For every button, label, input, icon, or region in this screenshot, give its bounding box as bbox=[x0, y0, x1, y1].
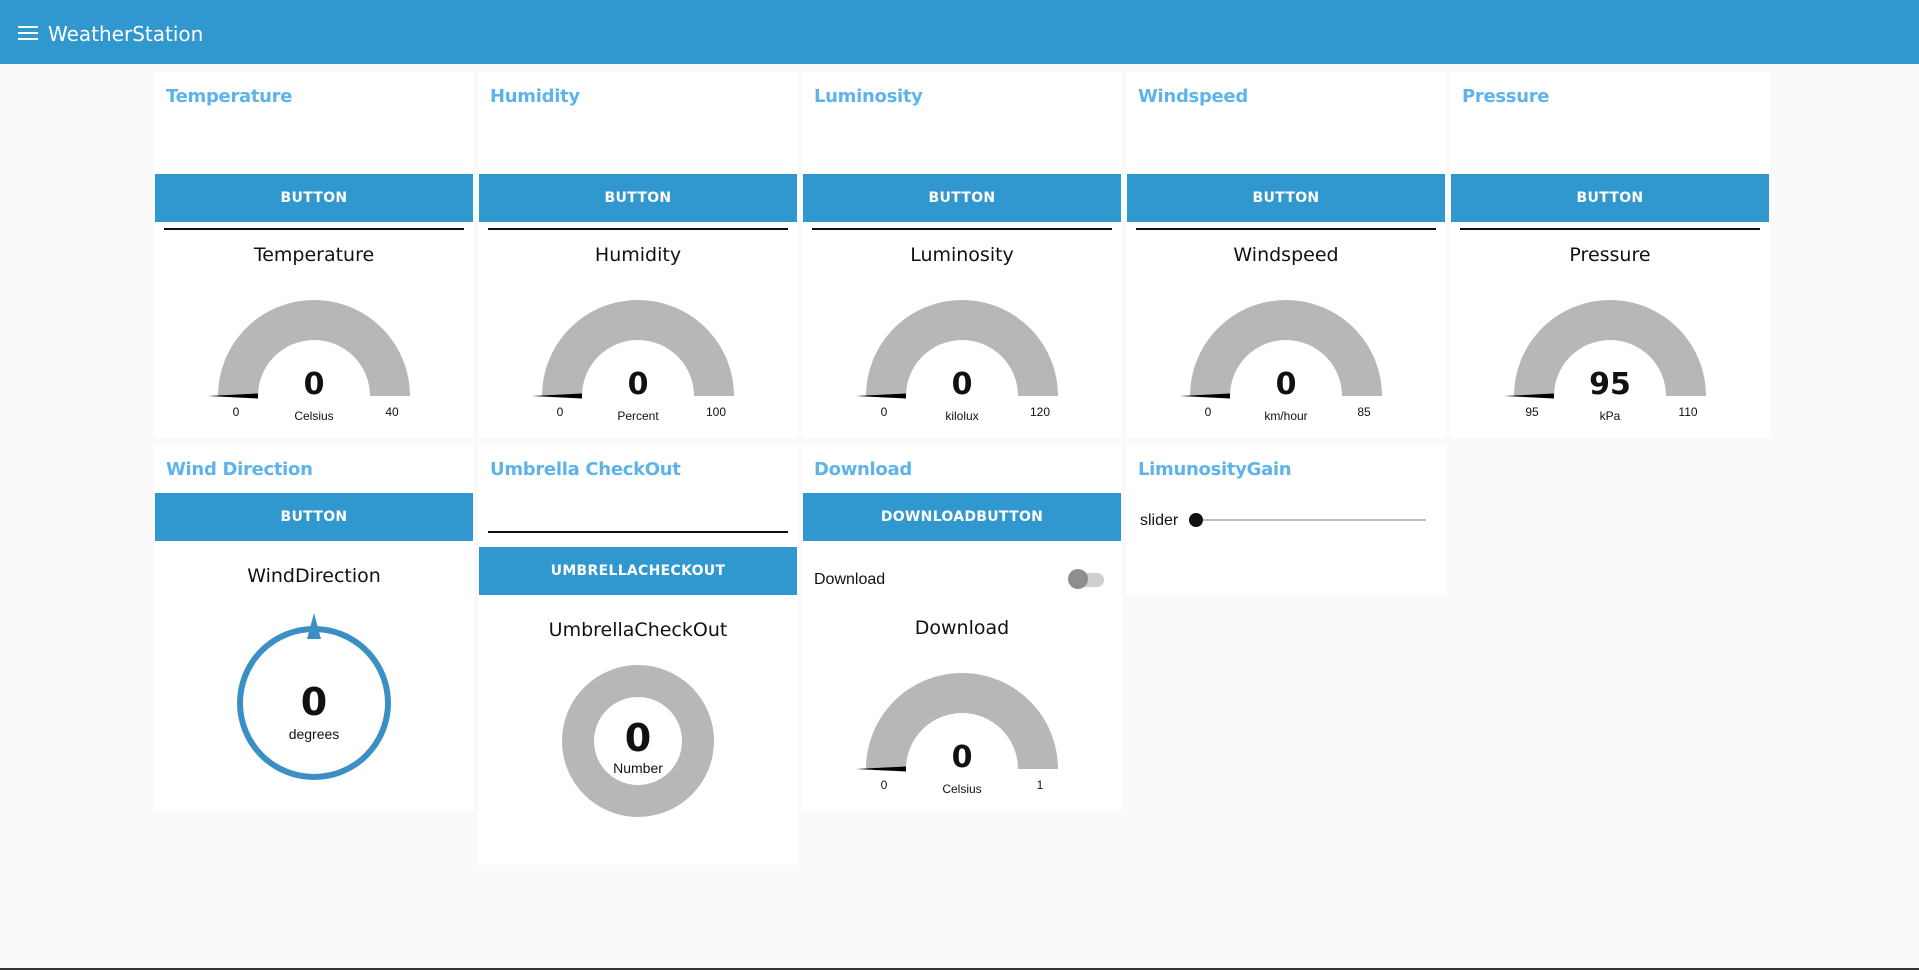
gauge-min-label: 0 bbox=[233, 405, 240, 419]
card-luminosity: Luminosity BUTTON Luminosity 0 kilolux 0 12… bbox=[802, 72, 1122, 438]
gauge-title: Luminosity bbox=[910, 244, 1014, 266]
umbrella-input[interactable] bbox=[488, 493, 788, 533]
download-switch[interactable] bbox=[1068, 569, 1104, 589]
gauge-max-label: 120 bbox=[1030, 405, 1050, 419]
gauge-units: km/hour bbox=[1264, 409, 1307, 423]
gauge-units: Percent bbox=[617, 409, 659, 423]
card-temperature: Temperature BUTTON Temperature 0 Celsius 0… bbox=[154, 72, 474, 438]
gauge-title: Humidity bbox=[594, 244, 682, 266]
humidity-button[interactable]: BUTTON bbox=[479, 174, 797, 222]
gauge-track bbox=[866, 300, 1058, 396]
card-luminosity-gain: LimunosityGain slider bbox=[1126, 445, 1446, 595]
gauge-max-label: 110 bbox=[1678, 405, 1697, 419]
gauge-units: Celsius bbox=[294, 409, 333, 423]
card-humidity: Humidity BUTTON Humidity 0 Percent 0 100 bbox=[478, 72, 798, 438]
compass-needle bbox=[307, 613, 321, 639]
gauge-needle bbox=[1504, 393, 1554, 399]
gauge-track bbox=[1514, 300, 1706, 396]
windspeed-button[interactable]: BUTTON bbox=[1127, 174, 1445, 222]
gauge-value: 0 bbox=[1276, 367, 1297, 402]
card-title: Download bbox=[814, 459, 912, 480]
gauge-needle bbox=[856, 766, 906, 772]
donut-track bbox=[562, 665, 714, 817]
card-download: Download DOWNLOADBUTTON Download Downloa… bbox=[802, 445, 1122, 811]
gauge-title: Pressure bbox=[1569, 244, 1651, 266]
gauge-min-label: 95 bbox=[1525, 405, 1539, 419]
card-title: Pressure bbox=[1462, 86, 1550, 107]
slider-label: slider bbox=[1140, 512, 1179, 529]
gauge-value: 0 bbox=[952, 740, 973, 775]
compass-value: 0 bbox=[301, 680, 327, 724]
donut-title: UmbrellaCheckOut bbox=[548, 619, 728, 641]
gauge-max-label: 100 bbox=[706, 405, 726, 419]
gauge-needle bbox=[532, 393, 582, 399]
gauge-track bbox=[218, 300, 410, 396]
gauge-needle bbox=[856, 393, 906, 399]
gauge-max-label: 40 bbox=[385, 405, 399, 419]
bottom-border bbox=[0, 968, 1919, 970]
card-title: Temperature bbox=[166, 86, 293, 107]
pressure-gauge: 95 kPa 95 110 bbox=[1504, 300, 1706, 423]
gauge-track bbox=[542, 300, 734, 396]
card-title: Umbrella CheckOut bbox=[490, 459, 681, 480]
gauge-value: 95 bbox=[1589, 367, 1631, 402]
gauge-needle bbox=[1180, 393, 1230, 399]
windspeed-gauge: 0 km/hour 0 85 bbox=[1180, 300, 1382, 423]
menu-icon[interactable] bbox=[18, 26, 38, 40]
gauge-max-label: 1 bbox=[1037, 778, 1044, 792]
card-title: Windspeed bbox=[1138, 86, 1248, 107]
card-pressure: Pressure BUTTON Pressure 95 kPa 95 110 bbox=[1450, 72, 1770, 438]
donut-value: 0 bbox=[625, 716, 651, 760]
temperature-button[interactable]: BUTTON bbox=[155, 174, 473, 222]
slider-thumb[interactable] bbox=[1189, 513, 1203, 527]
card-umbrella-checkout: Umbrella CheckOut UMBRELLACHECKOUT Umbre… bbox=[478, 445, 798, 865]
card-title: Humidity bbox=[490, 86, 580, 107]
app-title: WeatherStation bbox=[48, 22, 204, 46]
compass-units: degrees bbox=[289, 726, 340, 742]
gauge-title: Temperature bbox=[253, 244, 375, 266]
wind-direction-button[interactable]: BUTTON bbox=[155, 493, 473, 541]
card-title: Luminosity bbox=[814, 86, 923, 107]
gauge-title: Windspeed bbox=[1233, 244, 1339, 266]
gauge-min-label: 0 bbox=[557, 405, 564, 419]
switch-knob bbox=[1068, 569, 1088, 589]
card-title: Wind Direction bbox=[166, 459, 313, 480]
pressure-button[interactable]: BUTTON bbox=[1451, 174, 1769, 222]
humidity-gauge: 0 Percent 0 100 bbox=[532, 300, 734, 423]
gauge-units: Celsius bbox=[942, 782, 981, 796]
card-wind-direction: Wind Direction BUTTON WindDirection 0 de… bbox=[154, 445, 474, 811]
luminosity-button[interactable]: BUTTON bbox=[803, 174, 1121, 222]
gauge-value: 0 bbox=[304, 367, 325, 402]
gauge-min-label: 0 bbox=[881, 778, 888, 792]
temperature-gauge: 0 Celsius 0 40 bbox=[208, 300, 410, 423]
gauge-needle bbox=[208, 393, 258, 399]
gauge-units: kilolux bbox=[945, 409, 978, 423]
luminosity-gauge: 0 kilolux 0 120 bbox=[856, 300, 1058, 423]
gauge-min-label: 0 bbox=[1205, 405, 1212, 419]
gauge-value: 0 bbox=[952, 367, 973, 402]
gauge-min-label: 0 bbox=[881, 405, 888, 419]
luminosity-gain-slider[interactable] bbox=[1189, 513, 1426, 527]
switch-label: Download bbox=[814, 571, 886, 588]
compass-title: WindDirection bbox=[247, 565, 381, 587]
gauge-track bbox=[866, 673, 1058, 769]
gauge-value: 0 bbox=[628, 367, 649, 402]
umbrella-donut: 0 Number bbox=[562, 665, 714, 817]
wind-direction-compass: 0 degrees bbox=[237, 613, 391, 780]
toolbar: WeatherStation bbox=[0, 0, 1919, 64]
card-windspeed: Windspeed BUTTON Windspeed 0 km/hour 0 85 bbox=[1126, 72, 1446, 438]
gauge-max-label: 85 bbox=[1357, 405, 1371, 419]
donut-units: Number bbox=[613, 760, 663, 776]
download-gauge: 0 Celsius 0 1 bbox=[856, 673, 1058, 796]
download-button[interactable]: DOWNLOADBUTTON bbox=[803, 493, 1121, 541]
gauge-units: kPa bbox=[1600, 409, 1621, 423]
card-title: LimunosityGain bbox=[1138, 459, 1292, 480]
gauge-track bbox=[1190, 300, 1382, 396]
gauge-title: Download bbox=[914, 617, 1010, 639]
umbrella-checkout-button[interactable]: UMBRELLACHECKOUT bbox=[479, 547, 797, 595]
